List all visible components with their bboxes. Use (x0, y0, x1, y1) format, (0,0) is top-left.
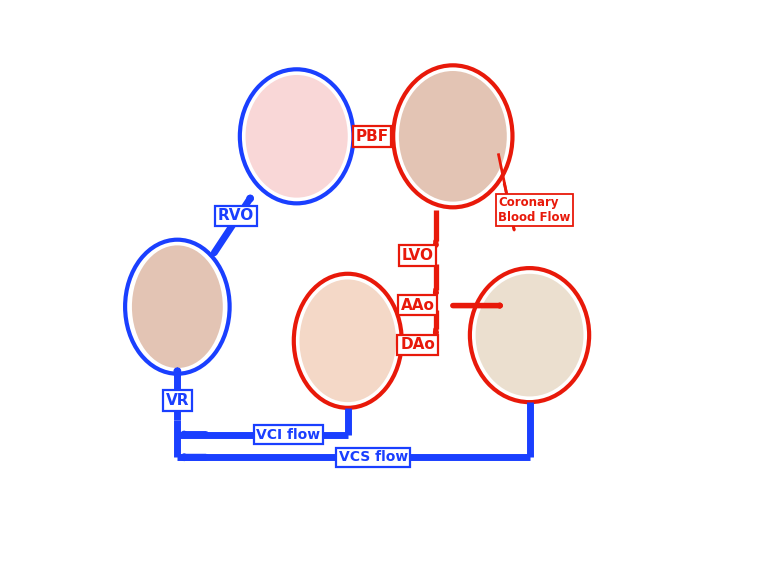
Text: VCS flow: VCS flow (339, 450, 408, 464)
Text: VCI flow: VCI flow (256, 428, 320, 441)
Text: LVO: LVO (402, 248, 434, 263)
Text: VR: VR (165, 393, 189, 408)
Ellipse shape (246, 75, 348, 198)
Ellipse shape (475, 274, 584, 396)
Ellipse shape (132, 245, 223, 368)
Text: PBF: PBF (356, 129, 389, 144)
Ellipse shape (399, 71, 507, 202)
Text: RVO: RVO (218, 208, 254, 223)
Text: AAo: AAo (401, 298, 434, 312)
Ellipse shape (299, 279, 396, 402)
Text: DAo: DAo (400, 337, 435, 352)
Text: Coronary
Blood Flow: Coronary Blood Flow (498, 196, 571, 224)
